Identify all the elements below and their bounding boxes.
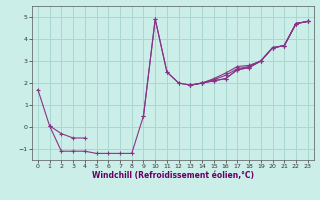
X-axis label: Windchill (Refroidissement éolien,°C): Windchill (Refroidissement éolien,°C) <box>92 171 254 180</box>
